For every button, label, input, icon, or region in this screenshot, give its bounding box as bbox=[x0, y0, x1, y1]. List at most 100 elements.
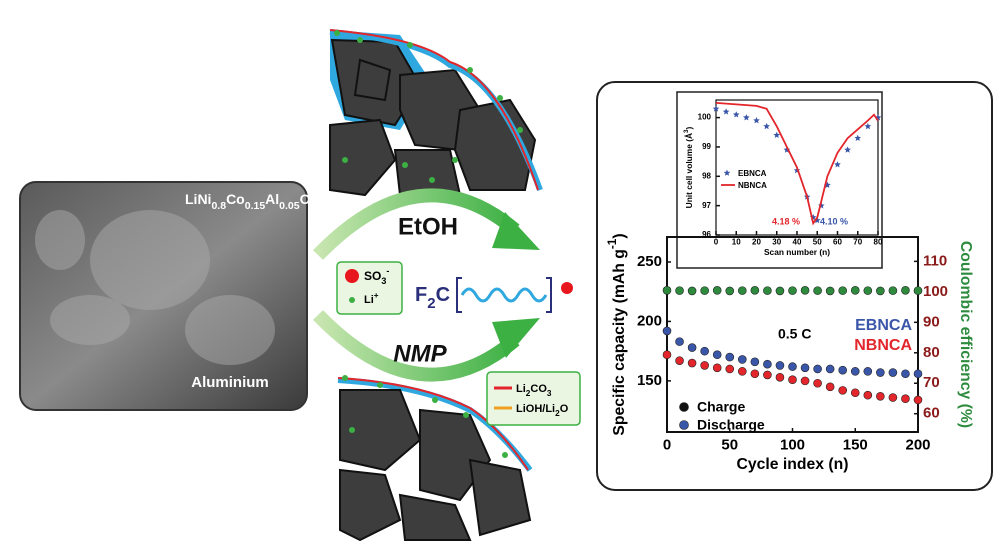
data-point bbox=[675, 286, 684, 295]
x-tick-label: 100 bbox=[780, 436, 805, 453]
series-label: NBNCA bbox=[854, 337, 912, 354]
data-point bbox=[838, 386, 848, 395]
data-point bbox=[775, 361, 785, 370]
legend-label: Charge bbox=[697, 399, 745, 415]
y2-tick-label: 70 bbox=[923, 374, 940, 391]
data-point bbox=[775, 286, 785, 296]
x-tick-label: 150 bbox=[843, 436, 868, 453]
y-tick-label: 150 bbox=[637, 372, 662, 389]
text-part: Unit cell volume (Å bbox=[684, 133, 694, 208]
data-point bbox=[888, 286, 898, 295]
text-part: Li bbox=[364, 294, 374, 306]
text-part: 2 bbox=[526, 389, 531, 398]
data-point bbox=[913, 286, 923, 295]
data-point bbox=[712, 105, 720, 112]
y-tick-label: 250 bbox=[637, 253, 662, 270]
text-part: C bbox=[436, 284, 450, 306]
x-tick-label: 50 bbox=[813, 237, 822, 246]
data-point bbox=[913, 395, 923, 405]
text-part: Co bbox=[226, 191, 245, 207]
data-point bbox=[737, 355, 747, 364]
data-point bbox=[750, 357, 760, 367]
x-axis-label: Scan number (n) bbox=[764, 247, 830, 257]
data-point bbox=[850, 367, 860, 376]
data-point bbox=[700, 346, 709, 356]
particles-top bbox=[329, 29, 543, 197]
data-point bbox=[712, 350, 722, 360]
y-tick-label: 100 bbox=[698, 113, 712, 122]
x-tick-label: 70 bbox=[853, 237, 862, 246]
data-point bbox=[763, 370, 772, 380]
text-part: O bbox=[300, 191, 311, 207]
x-tick-label: 80 bbox=[874, 237, 883, 246]
legend-marker bbox=[723, 169, 731, 176]
data-point bbox=[763, 286, 772, 295]
legend-marker bbox=[679, 402, 689, 412]
x-tick-label: 40 bbox=[793, 237, 802, 246]
series-label: EBNCA bbox=[855, 317, 912, 334]
text-part: 2 bbox=[311, 200, 317, 212]
data-point bbox=[813, 364, 822, 374]
data-point bbox=[775, 373, 785, 382]
anion-icon bbox=[345, 269, 359, 283]
data-point bbox=[850, 388, 860, 398]
data-point bbox=[662, 286, 672, 295]
y-axis-label: Unit cell volume (Å3) bbox=[683, 126, 694, 208]
data-point bbox=[732, 111, 740, 118]
polymer-chain bbox=[460, 287, 548, 303]
text-part: LiNi bbox=[185, 191, 211, 207]
text-part: CO bbox=[530, 383, 547, 395]
li-dots-bottom bbox=[342, 375, 508, 458]
anion-label: SO3- bbox=[364, 266, 389, 286]
annotation: 4.18 % bbox=[772, 216, 800, 226]
text-part: - bbox=[386, 266, 389, 276]
data-point bbox=[901, 286, 910, 295]
data-point bbox=[901, 369, 910, 379]
data-point bbox=[901, 394, 910, 404]
text-part: ) bbox=[611, 233, 628, 238]
x-tick-label: 20 bbox=[752, 237, 761, 246]
data-point bbox=[788, 375, 797, 384]
x-axis-label: Cycle index (n) bbox=[736, 456, 848, 473]
data-point bbox=[850, 286, 860, 295]
data-point bbox=[824, 181, 831, 188]
route-label: NMP bbox=[393, 340, 447, 367]
particles-bottom bbox=[337, 377, 533, 542]
data-point bbox=[834, 161, 841, 168]
legend-label: NBNCA bbox=[738, 181, 767, 190]
data-point bbox=[737, 286, 747, 295]
data-point bbox=[825, 382, 835, 392]
x-tick-label: 200 bbox=[905, 436, 930, 453]
text-part: 3 bbox=[683, 129, 690, 133]
data-point bbox=[722, 108, 730, 115]
data-point bbox=[788, 286, 797, 295]
data-point bbox=[863, 286, 873, 295]
li-icon bbox=[349, 297, 355, 303]
arrow-bottom bbox=[312, 310, 520, 382]
arrowhead bbox=[492, 212, 540, 250]
substrate-label: Aluminium bbox=[191, 374, 269, 391]
y-tick-label: 98 bbox=[702, 171, 711, 180]
route-label: EtOH bbox=[398, 213, 458, 240]
data-point bbox=[876, 368, 885, 377]
data-point bbox=[763, 359, 772, 369]
data-point bbox=[876, 392, 885, 401]
data-point bbox=[750, 286, 760, 295]
y-tick-label: 97 bbox=[702, 201, 711, 210]
legend-label: Discharge bbox=[697, 417, 765, 433]
text-part: Al bbox=[265, 191, 279, 207]
x-tick-label: 60 bbox=[833, 237, 842, 246]
annotation: 4.10 % bbox=[820, 216, 848, 226]
x-tick-label: 0 bbox=[714, 237, 719, 246]
layer-label: Li2CO3 bbox=[516, 383, 552, 398]
text-part: Specific capacity (mAh g bbox=[611, 249, 628, 435]
data-point bbox=[825, 286, 835, 296]
data-point bbox=[743, 114, 750, 121]
data-point bbox=[750, 369, 760, 379]
data-point bbox=[763, 122, 770, 130]
data-point bbox=[844, 146, 851, 153]
data-point bbox=[788, 362, 797, 371]
legend-marker bbox=[679, 420, 689, 430]
data-point bbox=[725, 352, 735, 362]
li-dots-top bbox=[334, 30, 523, 183]
